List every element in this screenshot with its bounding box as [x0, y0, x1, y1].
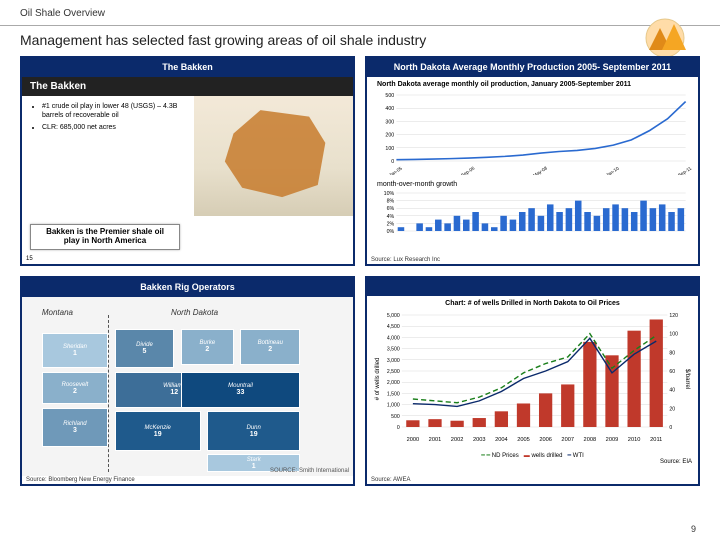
panel-header: The Bakken — [22, 58, 353, 77]
header-divider — [0, 25, 720, 26]
panel-wells-vs-oil: Chart: # of wells Drilled in North Dakot… — [365, 276, 700, 486]
svg-text:0: 0 — [669, 425, 672, 431]
source-label: Source: Lux Research Inc — [367, 256, 698, 264]
svg-text:80: 80 — [669, 350, 675, 356]
svg-text:Jan-10: Jan-10 — [605, 165, 620, 174]
panel-nd-production: North Dakota Average Monthly Production … — [365, 56, 700, 266]
chart-title: Chart: # of wells Drilled in North Dakot… — [373, 300, 692, 307]
svg-text:400: 400 — [385, 106, 394, 112]
svg-text:$/barrel: $/barrel — [684, 369, 691, 389]
county-roosevelt: Roosevelt2 — [42, 372, 108, 404]
svg-text:200: 200 — [385, 133, 394, 139]
county-mountrail: Mountrail33 — [181, 372, 300, 408]
svg-text:20: 20 — [669, 406, 675, 412]
state-label: North Dakota — [171, 308, 218, 317]
svg-text:0: 0 — [391, 159, 394, 165]
svg-text:1,500: 1,500 — [387, 391, 400, 397]
svg-text:4,500: 4,500 — [387, 324, 400, 330]
county-sheridan: Sheridan1 — [42, 333, 108, 369]
svg-text:2003: 2003 — [473, 437, 486, 443]
svg-text:60: 60 — [669, 369, 675, 375]
svg-text:2005: 2005 — [517, 437, 530, 443]
panel-body: Montana North Dakota Sheridan1Roosevelt2… — [22, 297, 353, 476]
svg-text:4,000: 4,000 — [387, 335, 400, 341]
growth-bar-chart: 0% 2%4% 6%8% 10% — [373, 191, 692, 237]
svg-text:2,000: 2,000 — [387, 380, 400, 386]
svg-text:500: 500 — [385, 93, 394, 99]
county-richland: Richland3 — [42, 408, 108, 447]
svg-text:1,000: 1,000 — [387, 403, 400, 409]
svg-text:4%: 4% — [387, 214, 395, 220]
svg-text:May-08: May-08 — [532, 165, 548, 175]
svg-text:3,500: 3,500 — [387, 347, 400, 353]
svg-text:100: 100 — [385, 146, 394, 152]
bullet-item: #1 crude oil play in lower 48 (USGS) – 4… — [42, 102, 186, 121]
svg-text:Jan-05: Jan-05 — [388, 165, 403, 174]
svg-text:2000: 2000 — [407, 437, 420, 443]
caption-box: Bakken is the Premier shale oil play in … — [30, 224, 180, 250]
panel-rig-operators: Bakken Rig Operators Montana North Dakot… — [20, 276, 355, 486]
svg-text:# of wells drilled: # of wells drilled — [374, 358, 381, 401]
svg-text:2001: 2001 — [429, 437, 442, 443]
wells-combo-chart: 2000200120022003200420052006200720082009… — [373, 309, 692, 445]
page-number: 9 — [691, 524, 696, 534]
svg-text:40: 40 — [669, 388, 675, 394]
panel-body: Chart: # of wells Drilled in North Dakot… — [367, 296, 698, 476]
panel-bakken: The Bakken The Bakken #1 crude oil play … — [20, 56, 355, 266]
chart-title: North Dakota average monthly oil product… — [377, 81, 692, 88]
county-dunn: Dunn19 — [207, 411, 300, 450]
svg-text:0%: 0% — [387, 229, 395, 235]
panel-grid: The Bakken The Bakken #1 crude oil play … — [0, 56, 720, 486]
eia-source: Source: EIA — [373, 459, 692, 465]
bullet-item: CLR: 685,000 net acres — [42, 123, 186, 132]
svg-text:2004: 2004 — [495, 437, 508, 443]
bakken-map-icon — [194, 96, 353, 216]
slide-number: 15 — [26, 256, 33, 262]
svg-text:Sep-11: Sep-11 — [677, 165, 692, 174]
svg-text:100: 100 — [669, 332, 678, 338]
panel-body: North Dakota average monthly oil product… — [367, 77, 698, 256]
svg-text:2011: 2011 — [650, 437, 662, 443]
svg-text:500: 500 — [391, 414, 400, 420]
subchart-title: month-over-month growth — [377, 181, 692, 188]
production-line-chart: 500 400 300 200 100 0 Jan-05 Sep-06 May-08 Jan-1… — [373, 91, 692, 175]
svg-text:8%: 8% — [387, 199, 395, 205]
svg-text:0: 0 — [397, 425, 400, 431]
svg-text:6%: 6% — [387, 206, 395, 212]
svg-text:2%: 2% — [387, 221, 395, 227]
panel-body: The Bakken #1 crude oil play in lower 48… — [22, 77, 353, 264]
svg-text:2008: 2008 — [584, 437, 597, 443]
county-divide: Divide5 — [115, 329, 175, 368]
panel-header — [367, 278, 698, 296]
panel-header: Bakken Rig Operators — [22, 278, 353, 297]
source-label: Source: Bloomberg New Energy Finance — [22, 476, 353, 484]
county-mckenzie: McKenzie19 — [115, 411, 201, 450]
svg-text:2,500: 2,500 — [387, 369, 400, 375]
svg-text:Sep-06: Sep-06 — [460, 165, 476, 175]
slide-title: The Bakken — [22, 77, 353, 96]
state-label: Montana — [42, 308, 73, 317]
svg-text:2006: 2006 — [539, 437, 552, 443]
svg-text:5,000: 5,000 — [387, 313, 400, 319]
breadcrumb: Oil Shale Overview — [0, 0, 720, 23]
svg-text:3,000: 3,000 — [387, 358, 400, 364]
source-label: Source: AWEA — [367, 476, 698, 484]
state-border — [108, 315, 109, 473]
bullet-list: #1 crude oil play in lower 48 (USGS) – 4… — [22, 96, 194, 216]
svg-text:2009: 2009 — [606, 437, 619, 443]
svg-text:2010: 2010 — [628, 437, 641, 443]
svg-text:2002: 2002 — [451, 437, 464, 443]
county-burke: Burke2 — [181, 329, 234, 365]
page-title: Management has selected fast growing are… — [0, 32, 720, 56]
rig-map: Montana North Dakota Sheridan1Roosevelt2… — [22, 297, 353, 476]
svg-text:120: 120 — [669, 313, 678, 319]
panel-header: North Dakota Average Monthly Production … — [367, 58, 698, 77]
svg-text:2007: 2007 — [561, 437, 574, 443]
map-source: SOURCE: Smith International — [270, 468, 349, 474]
svg-text:10%: 10% — [384, 191, 395, 197]
legend: ━ ━ ND Prices ▬ wells drilled ━ WTI — [373, 452, 692, 459]
county-bottineau: Bottineau2 — [240, 329, 300, 365]
svg-text:300: 300 — [385, 119, 394, 125]
